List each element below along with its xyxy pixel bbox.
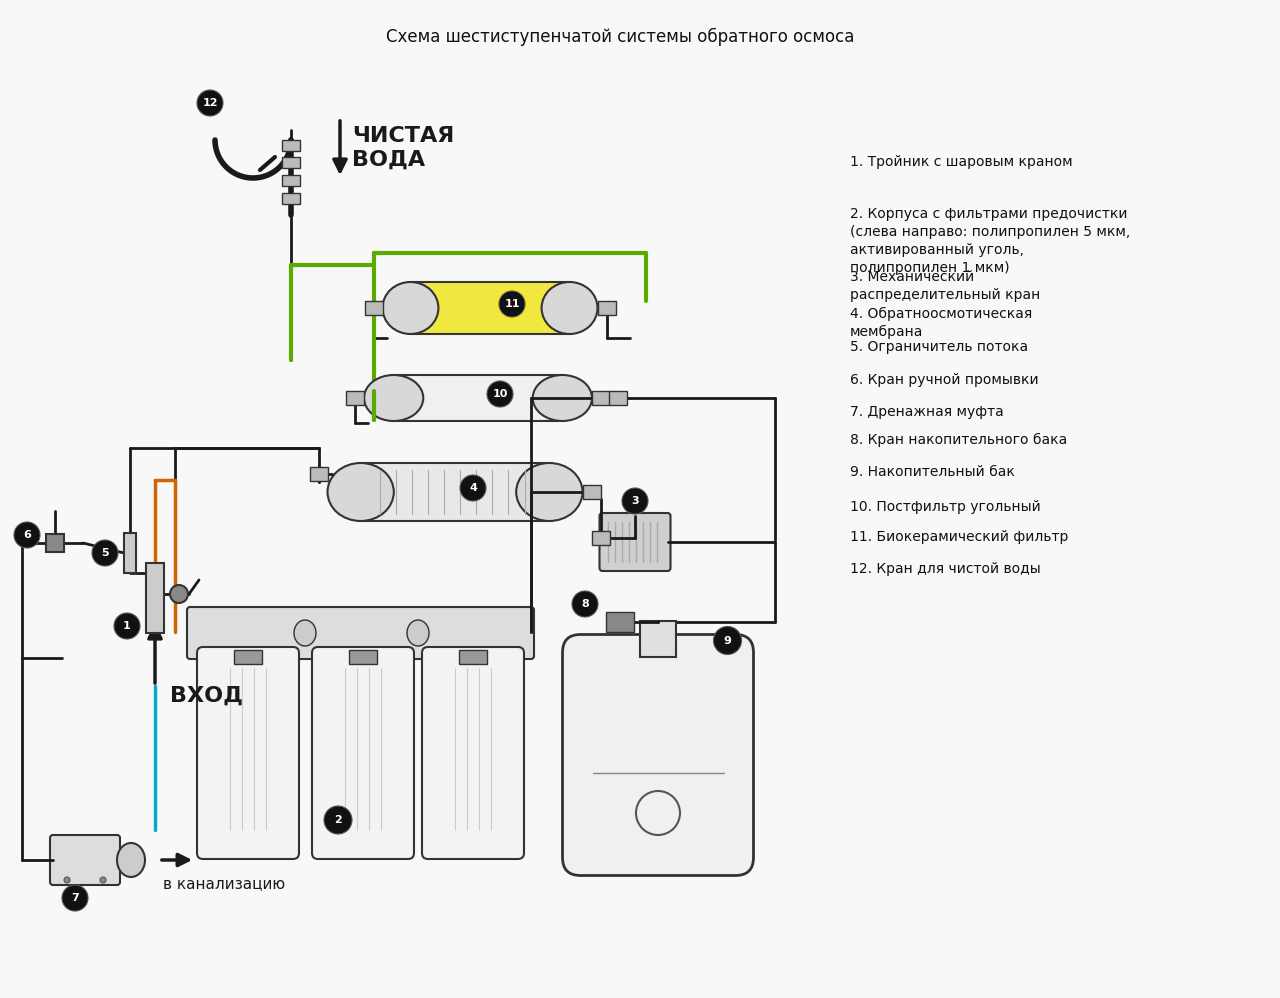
Ellipse shape xyxy=(364,375,424,421)
Bar xyxy=(282,193,300,204)
Bar xyxy=(361,463,549,521)
Text: 6. Кран ручной промывки: 6. Кран ручной промывки xyxy=(850,373,1038,387)
Text: 7. Дренажная муфта: 7. Дренажная муфта xyxy=(850,405,1004,419)
Ellipse shape xyxy=(383,282,438,334)
Circle shape xyxy=(460,475,486,501)
FancyBboxPatch shape xyxy=(50,835,120,885)
Text: 2. Корпуса с фильтрами предочистки
(слева направо: полипропилен 5 мкм,
активиров: 2. Корпуса с фильтрами предочистки (слев… xyxy=(850,207,1130,274)
Text: 1: 1 xyxy=(123,621,131,631)
Bar xyxy=(46,534,64,552)
Ellipse shape xyxy=(532,375,591,421)
Bar xyxy=(310,467,328,481)
Bar xyxy=(234,650,262,664)
Bar xyxy=(346,391,364,405)
Text: 5. Ограничитель потока: 5. Ограничитель потока xyxy=(850,340,1028,354)
Circle shape xyxy=(114,613,140,639)
Bar xyxy=(365,301,383,315)
Text: 11. Биокерамический фильтр: 11. Биокерамический фильтр xyxy=(850,530,1069,544)
Circle shape xyxy=(64,877,70,883)
Text: 12: 12 xyxy=(202,98,218,108)
Text: 2: 2 xyxy=(334,815,342,825)
Ellipse shape xyxy=(516,463,582,521)
Bar xyxy=(394,375,562,421)
FancyBboxPatch shape xyxy=(599,513,671,571)
Circle shape xyxy=(622,488,648,514)
Bar xyxy=(605,612,634,632)
Circle shape xyxy=(572,591,598,617)
Ellipse shape xyxy=(116,843,145,877)
Ellipse shape xyxy=(294,620,316,646)
FancyBboxPatch shape xyxy=(197,647,300,859)
Ellipse shape xyxy=(541,282,598,334)
Text: 4: 4 xyxy=(468,483,477,493)
Text: 7: 7 xyxy=(72,893,79,903)
Text: 3: 3 xyxy=(631,496,639,506)
Text: в канализацию: в канализацию xyxy=(163,876,285,891)
Text: 11: 11 xyxy=(504,299,520,309)
Bar xyxy=(591,531,609,545)
Text: 1. Тройник с шаровым краном: 1. Тройник с шаровым краном xyxy=(850,155,1073,169)
Circle shape xyxy=(92,540,118,566)
Ellipse shape xyxy=(328,463,394,521)
Circle shape xyxy=(14,522,40,548)
Bar xyxy=(598,301,616,315)
Text: 10. Постфильтр угольный: 10. Постфильтр угольный xyxy=(850,500,1041,514)
Circle shape xyxy=(499,291,525,317)
Bar xyxy=(124,533,136,573)
Bar xyxy=(591,391,611,405)
Circle shape xyxy=(486,381,513,407)
Text: 5: 5 xyxy=(101,548,109,558)
Bar xyxy=(460,650,486,664)
Bar xyxy=(282,140,300,151)
FancyBboxPatch shape xyxy=(312,647,413,859)
Bar xyxy=(582,485,600,499)
FancyBboxPatch shape xyxy=(562,635,754,875)
FancyBboxPatch shape xyxy=(422,647,524,859)
Text: ЧИСТАЯ
ВОДА: ЧИСТАЯ ВОДА xyxy=(352,127,454,170)
Circle shape xyxy=(61,885,88,911)
Text: Схема шестиступенчатой системы обратного осмоса: Схема шестиступенчатой системы обратного… xyxy=(385,28,854,46)
Bar xyxy=(411,282,570,334)
Ellipse shape xyxy=(407,620,429,646)
Bar xyxy=(640,621,676,657)
Text: 8: 8 xyxy=(581,599,589,609)
Bar xyxy=(282,175,300,186)
Circle shape xyxy=(324,806,352,834)
Text: ВХОД: ВХОД xyxy=(170,686,243,706)
Bar xyxy=(146,563,164,633)
Text: 3. Механический
распределительный кран: 3. Механический распределительный кран xyxy=(850,270,1041,301)
Text: 10: 10 xyxy=(493,389,508,399)
Bar xyxy=(609,391,627,405)
Text: 4. Обратноосмотическая
мембрана: 4. Обратноосмотическая мембрана xyxy=(850,307,1032,339)
Text: 12. Кран для чистой воды: 12. Кран для чистой воды xyxy=(850,562,1041,576)
Text: 8. Кран накопительного бака: 8. Кран накопительного бака xyxy=(850,433,1068,447)
Text: 9. Накопительный бак: 9. Накопительный бак xyxy=(850,465,1015,479)
Text: 9: 9 xyxy=(723,636,731,646)
Bar xyxy=(349,650,378,664)
Circle shape xyxy=(100,877,106,883)
Circle shape xyxy=(170,585,188,603)
Text: 6: 6 xyxy=(23,530,31,540)
Circle shape xyxy=(713,627,741,655)
Circle shape xyxy=(197,90,223,116)
Bar xyxy=(282,157,300,168)
FancyBboxPatch shape xyxy=(187,607,534,659)
